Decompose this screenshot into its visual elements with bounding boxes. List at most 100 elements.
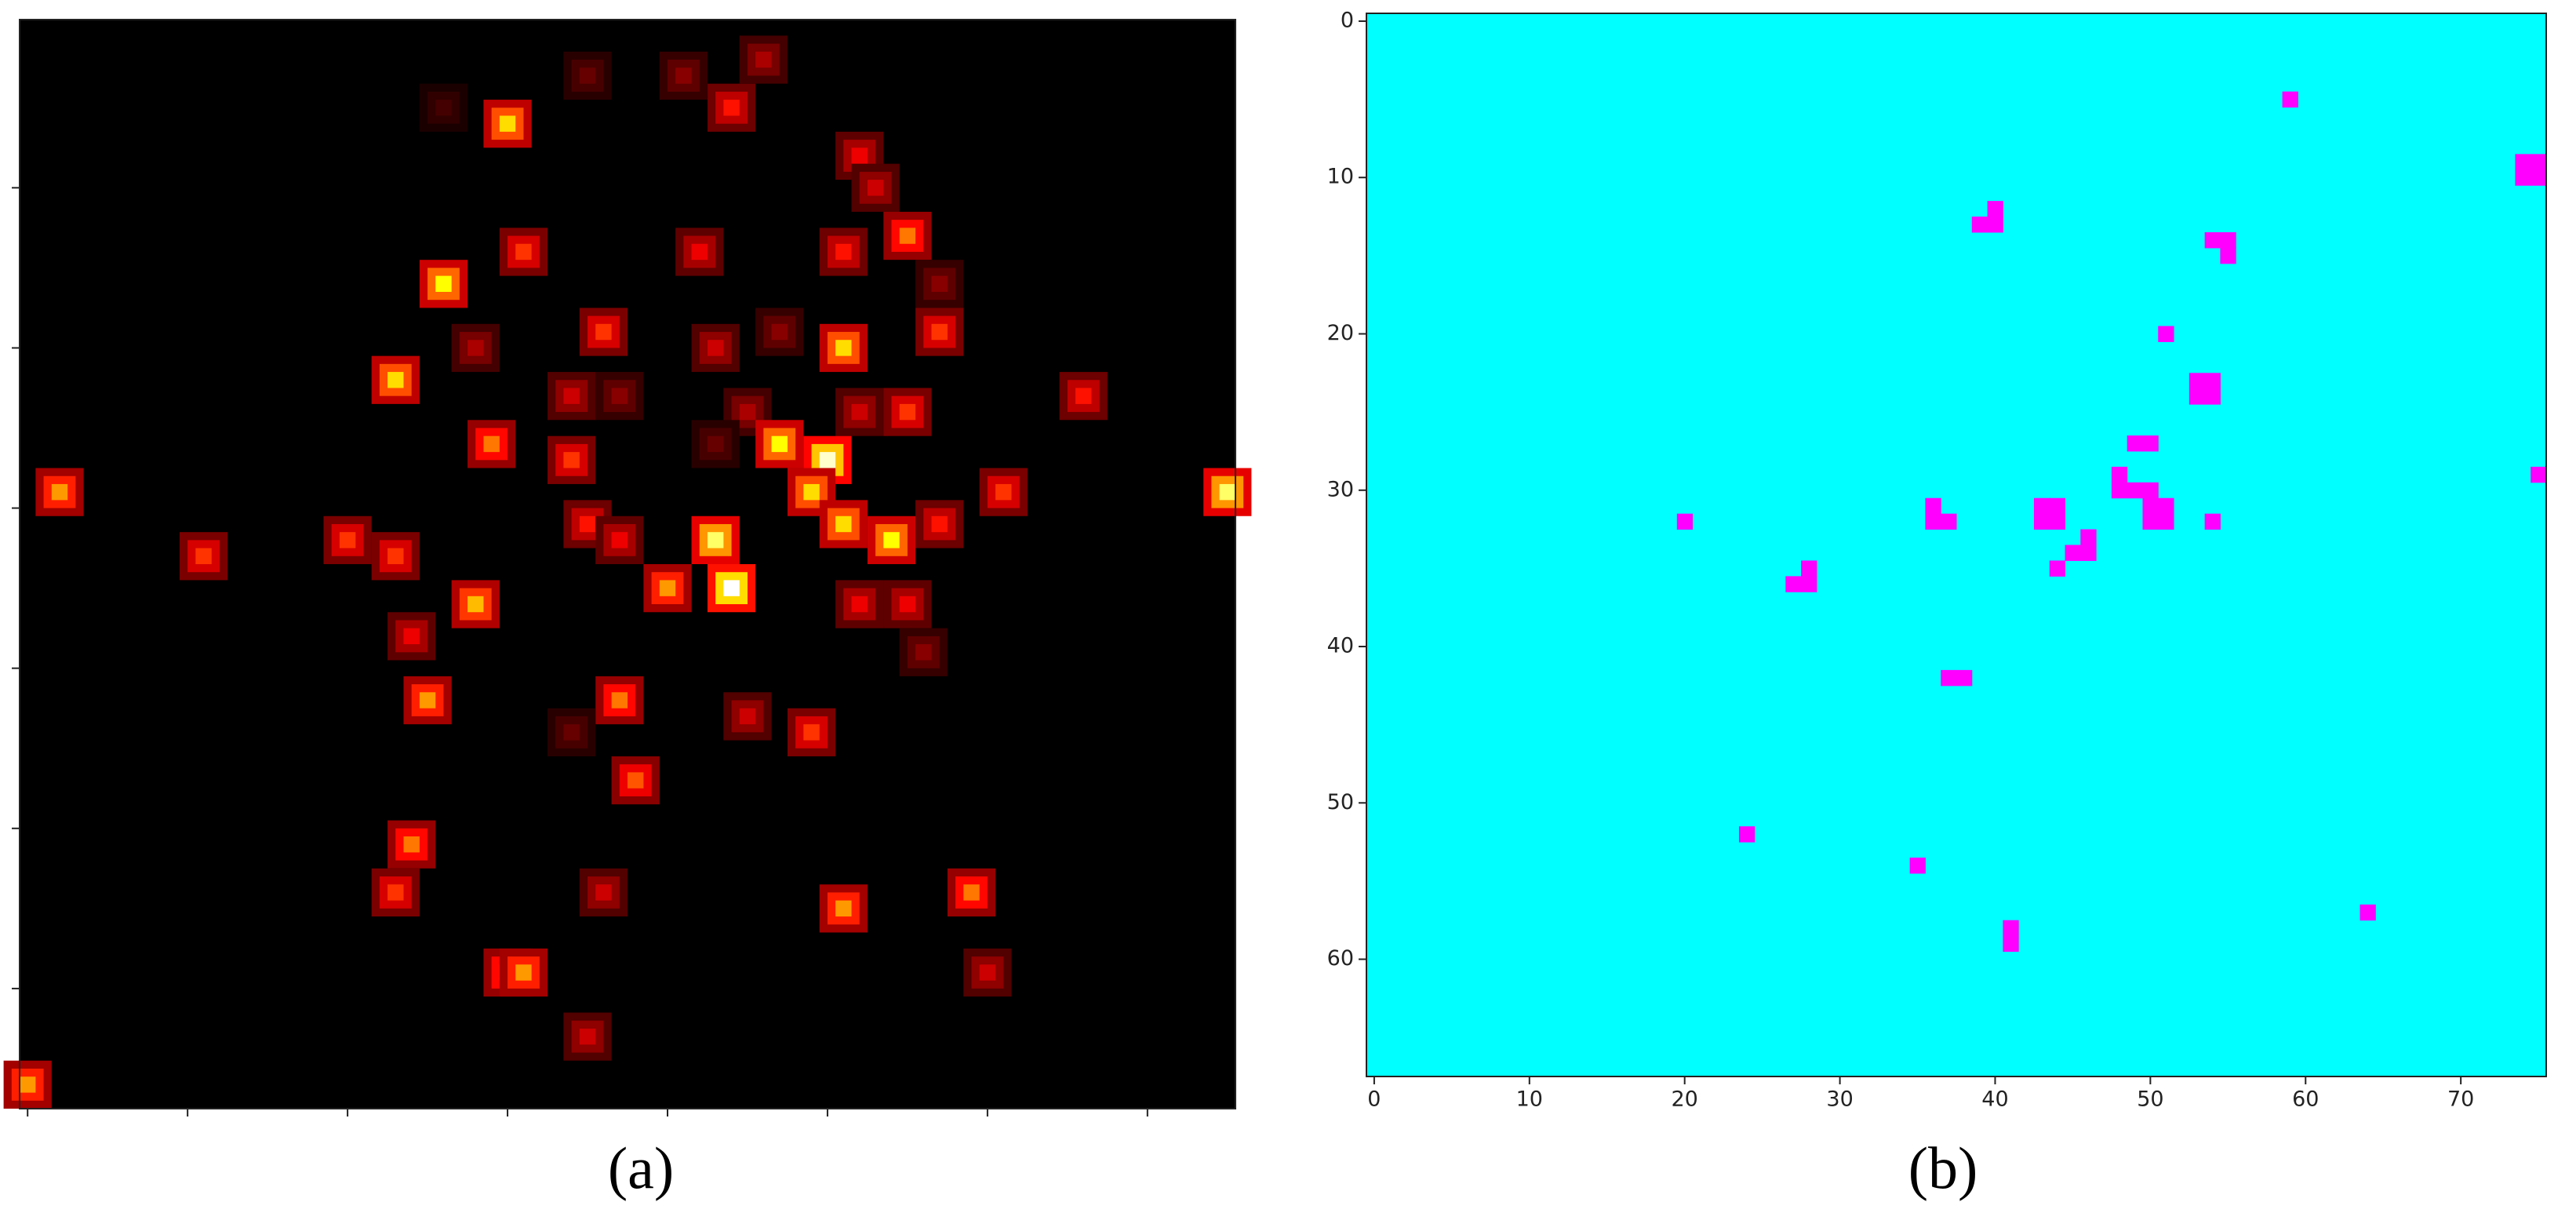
cell: [771, 323, 788, 341]
cell: [1676, 513, 1694, 530]
cell: [803, 724, 820, 741]
y-tick-label: 60: [1327, 946, 1354, 971]
caption: (a): [608, 1135, 674, 1201]
x-tick-label: 40: [1981, 1087, 2008, 1112]
cell: [803, 483, 820, 501]
cell: [2049, 497, 2066, 515]
cell: [1075, 388, 1092, 404]
x-tick-label: 60: [2292, 1087, 2319, 1112]
cell: [963, 884, 980, 901]
cell: [628, 772, 644, 789]
cell: [2189, 388, 2206, 405]
caption: (b): [1908, 1135, 1978, 1201]
x-tick-label: 70: [2447, 1087, 2474, 1112]
cell: [195, 548, 212, 564]
cell: [2204, 388, 2221, 405]
cell: [1941, 513, 1957, 530]
cell: [403, 628, 420, 645]
cell: [2111, 482, 2128, 499]
cell: [707, 532, 724, 548]
cell: [867, 180, 884, 196]
cell: [899, 596, 916, 613]
cell: [20, 1076, 36, 1093]
cell: [579, 67, 596, 84]
cell: [1801, 560, 1817, 577]
cell: [2204, 373, 2221, 389]
cell: [835, 900, 852, 917]
y-tick-label: 0: [1341, 8, 1354, 32]
x-tick-label: 20: [1672, 1087, 1698, 1112]
cell: [2142, 482, 2159, 499]
cell: [851, 596, 868, 613]
cell: [2142, 513, 2159, 530]
cell: [899, 228, 916, 244]
cell: [1219, 483, 1235, 501]
cell: [339, 532, 356, 548]
cell: [2111, 466, 2128, 483]
cell: [611, 532, 628, 548]
cell: [1956, 669, 1973, 687]
cell: [883, 532, 900, 548]
cell: [595, 884, 612, 901]
cell: [611, 388, 628, 404]
cell: [387, 372, 404, 388]
cell: [931, 515, 948, 533]
cell: [2049, 513, 2066, 530]
cell: [931, 323, 948, 341]
cell: [675, 67, 692, 84]
y-tick-label: 30: [1327, 477, 1354, 501]
cell: [2360, 904, 2376, 921]
cell: [851, 403, 868, 421]
cell: [563, 388, 580, 404]
cell: [1801, 576, 1817, 592]
plot-background: [1366, 13, 2546, 1076]
cell: [2142, 497, 2159, 515]
cell: [499, 115, 516, 132]
cell: [595, 323, 612, 341]
cell: [979, 964, 996, 981]
cell: [1941, 669, 1957, 687]
cell: [419, 692, 436, 709]
cell: [755, 51, 772, 68]
cell: [515, 964, 532, 981]
cell: [2033, 497, 2050, 515]
cell: [2065, 545, 2081, 561]
cell: [1738, 826, 1756, 843]
cell: [2282, 91, 2298, 108]
plot-frame: [1366, 13, 2547, 1077]
cell: [2204, 231, 2221, 249]
cell: [1909, 858, 1926, 874]
cell: [707, 435, 724, 453]
cell: [435, 100, 452, 116]
cell: [723, 100, 740, 116]
cell: [2127, 482, 2143, 499]
cell: [851, 148, 868, 164]
cell: [2531, 466, 2547, 483]
cell: [2531, 154, 2547, 170]
cell: [2033, 513, 2050, 530]
cell: [723, 580, 740, 596]
cell: [819, 452, 836, 468]
x-tick-label: 0: [1367, 1087, 1381, 1112]
cell: [2204, 513, 2221, 530]
cell: [835, 340, 852, 356]
y-tick-label: 40: [1327, 634, 1354, 658]
cell: [1925, 513, 1941, 530]
cell: [739, 708, 756, 725]
cell: [563, 724, 580, 741]
cell: [2515, 169, 2531, 186]
cell: [931, 275, 948, 292]
cell: [2220, 231, 2236, 249]
cell: [1987, 217, 2003, 233]
cell: [579, 1028, 596, 1045]
y-tick-label: 10: [1327, 165, 1354, 189]
cell: [1925, 497, 1941, 515]
cell: [2158, 513, 2174, 530]
cell: [579, 515, 596, 533]
cell: [2158, 497, 2174, 515]
cell: [707, 340, 724, 356]
cell: [771, 435, 788, 453]
cell: [691, 243, 708, 260]
